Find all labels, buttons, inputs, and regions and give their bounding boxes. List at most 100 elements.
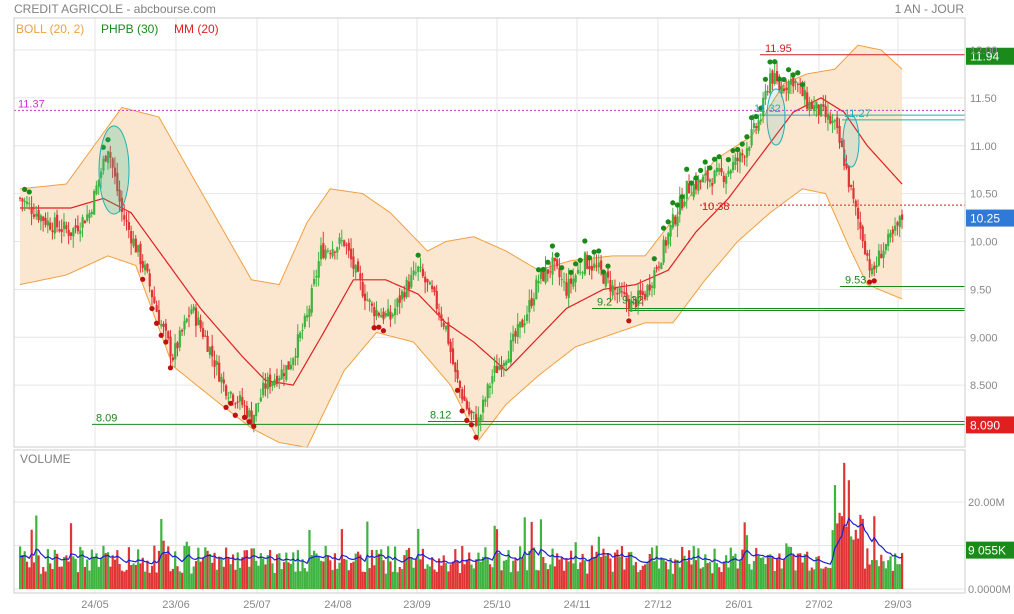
volume-bar bbox=[870, 560, 874, 589]
ref-label-11-37: 11.37 bbox=[18, 98, 45, 110]
candle-body bbox=[206, 335, 209, 352]
volume-bar bbox=[458, 573, 462, 589]
volume-bar bbox=[424, 568, 427, 589]
candle-body bbox=[685, 180, 688, 200]
candle-body bbox=[62, 221, 66, 230]
candle-body bbox=[23, 200, 26, 203]
volume-bar bbox=[847, 480, 850, 589]
volume-bar bbox=[829, 568, 832, 589]
volume-bar bbox=[537, 570, 540, 589]
candle-body bbox=[521, 319, 524, 328]
volume-bar bbox=[845, 526, 848, 589]
candle-body bbox=[252, 414, 256, 428]
candle-body bbox=[762, 97, 765, 117]
phpb-low-dot bbox=[232, 412, 238, 418]
phpb-high-dot bbox=[540, 266, 546, 273]
volume-bar bbox=[574, 542, 577, 589]
price-tag-label: 8.090 bbox=[970, 418, 1000, 432]
volume-bar bbox=[468, 552, 471, 589]
volume-bar bbox=[887, 560, 890, 589]
ref-label-9-2: 9.2 bbox=[597, 297, 612, 309]
candlestick-series bbox=[19, 60, 904, 437]
phpb-low-dot bbox=[153, 320, 160, 326]
volume-bar bbox=[810, 567, 813, 589]
volume-bar bbox=[863, 568, 867, 589]
candle-body bbox=[162, 323, 165, 327]
volume-bar bbox=[190, 573, 193, 589]
volume-bar bbox=[759, 557, 762, 589]
candle-body bbox=[699, 180, 702, 182]
candle-body bbox=[590, 265, 593, 271]
price-tag-label: 10.25 bbox=[970, 212, 1000, 226]
volume-bar bbox=[236, 552, 239, 589]
volume-bar bbox=[347, 570, 350, 589]
candle-body bbox=[764, 90, 767, 100]
volume-bar bbox=[539, 519, 543, 589]
candle-body bbox=[787, 81, 790, 94]
candle-body bbox=[51, 230, 54, 233]
phpb-high-dot bbox=[753, 113, 759, 120]
legend-mm[interactable]: MM (20) bbox=[174, 22, 219, 36]
phpb-low-dot bbox=[871, 278, 877, 284]
candle-body bbox=[553, 257, 556, 262]
candle-body bbox=[67, 229, 70, 236]
candle-body bbox=[123, 215, 126, 220]
volume-bar bbox=[389, 561, 392, 589]
candle-body bbox=[523, 323, 526, 326]
candle-body bbox=[493, 365, 496, 373]
volume-y-tick-label: 20.00M bbox=[968, 497, 1005, 509]
volume-bar bbox=[144, 571, 147, 589]
candle-body bbox=[634, 299, 637, 308]
volume-bar bbox=[199, 561, 202, 589]
volume-bar bbox=[419, 559, 422, 589]
legend-phpb[interactable]: PHPB (30) bbox=[101, 22, 159, 36]
candle-body bbox=[60, 229, 63, 233]
volume-bar bbox=[88, 570, 91, 589]
volume-bar bbox=[428, 566, 431, 589]
volume-bar bbox=[227, 557, 230, 589]
candle-body bbox=[259, 397, 262, 402]
candle-body bbox=[845, 163, 848, 169]
candle-body bbox=[134, 238, 137, 253]
volume-bar bbox=[671, 573, 675, 589]
volume-bar bbox=[275, 554, 279, 589]
phpb-low-dot bbox=[228, 400, 234, 406]
candle-body bbox=[604, 272, 607, 287]
candle-body bbox=[819, 104, 823, 117]
candle-body bbox=[49, 222, 52, 230]
volume-bar bbox=[586, 573, 589, 589]
signal-ellipse bbox=[98, 125, 130, 215]
candle-body bbox=[607, 271, 610, 278]
legend-boll[interactable]: BOLL (20, 2) bbox=[16, 22, 85, 36]
candle-body bbox=[356, 261, 360, 272]
volume-bar bbox=[778, 553, 781, 589]
volume-bar bbox=[773, 570, 776, 589]
volume-bar bbox=[252, 548, 256, 589]
volume-bar bbox=[817, 556, 820, 589]
volume-bar bbox=[706, 563, 709, 589]
x-tick-label: 26/01 bbox=[725, 599, 753, 611]
candle-body bbox=[556, 259, 559, 267]
volume-bar bbox=[500, 570, 503, 589]
x-tick-label: 25/07 bbox=[243, 599, 271, 611]
volume-bar bbox=[148, 572, 151, 589]
volume-bar bbox=[588, 559, 591, 589]
candle-body bbox=[368, 299, 371, 303]
x-tick-label: 24/11 bbox=[564, 599, 591, 611]
candle-body bbox=[141, 261, 144, 268]
volume-bar bbox=[470, 564, 473, 589]
candle-body bbox=[613, 287, 617, 290]
candle-body bbox=[847, 165, 850, 188]
candle-body bbox=[456, 370, 459, 379]
phpb-low-dot bbox=[459, 408, 465, 414]
candle-body bbox=[139, 243, 142, 265]
candle-body bbox=[438, 312, 441, 315]
volume-bar bbox=[352, 561, 355, 589]
period-label[interactable]: 1 AN - JOUR bbox=[894, 2, 964, 16]
volume-bar bbox=[37, 555, 40, 589]
phpb-high-dot bbox=[762, 76, 769, 82]
candle-body bbox=[187, 315, 191, 317]
volume-bar bbox=[354, 553, 357, 589]
candle-body bbox=[264, 383, 267, 389]
volume-bar bbox=[150, 565, 154, 589]
